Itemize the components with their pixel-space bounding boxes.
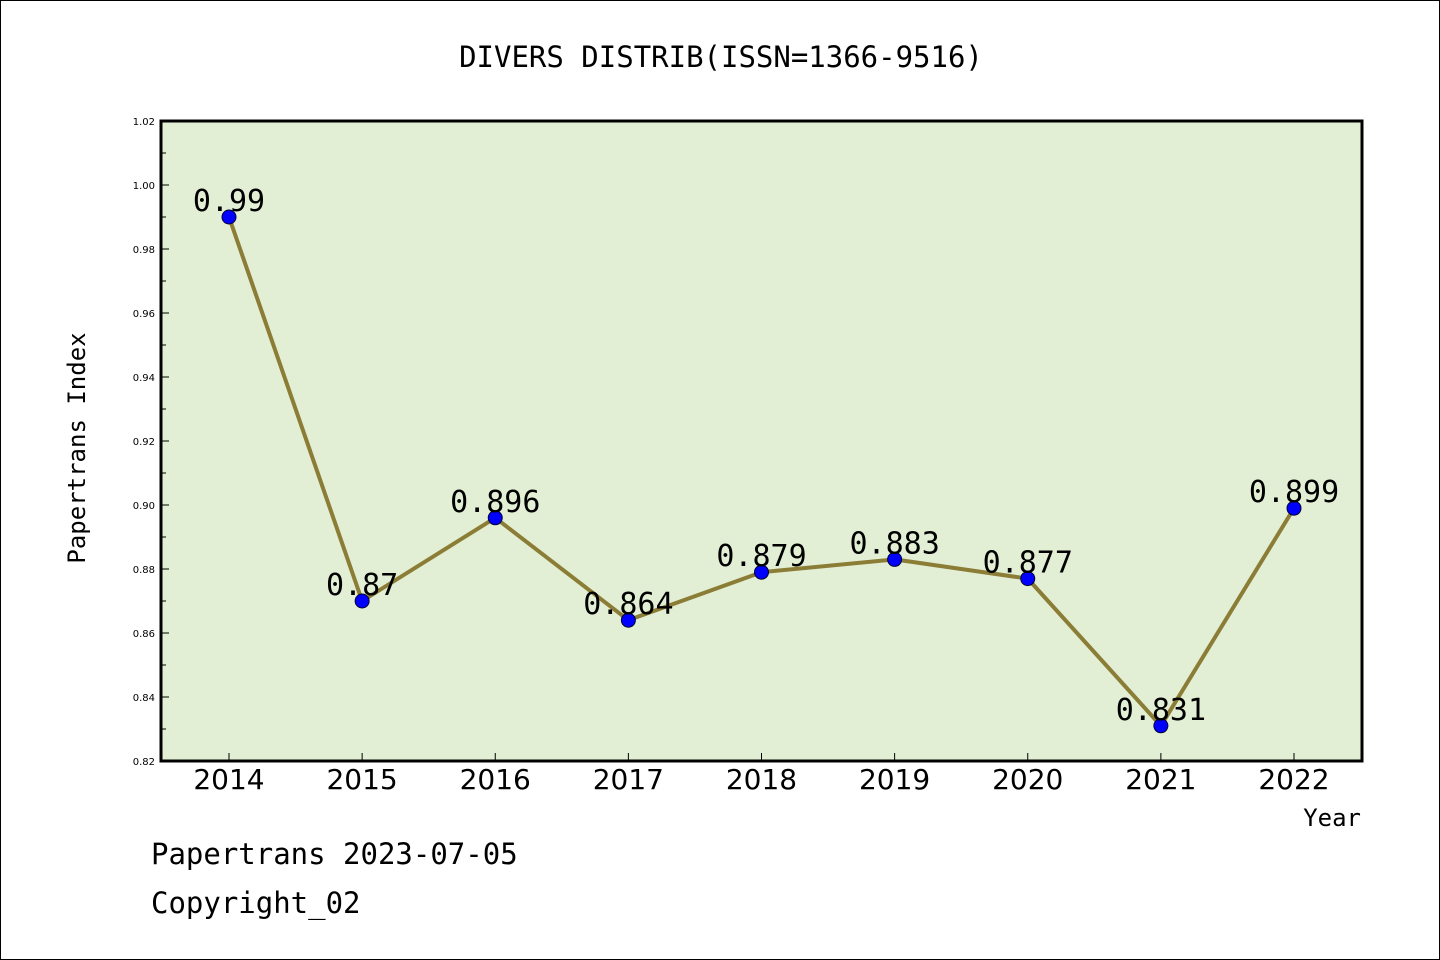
data-point xyxy=(1153,718,1169,734)
y-tick-label: 0.82 xyxy=(133,757,155,768)
footer-copyright-text: Copyright_02 xyxy=(151,886,361,920)
x-tick-label: 2015 xyxy=(326,763,397,796)
x-tick-label: 2017 xyxy=(593,763,664,796)
data-point xyxy=(620,612,636,628)
data-label: 0.896 xyxy=(450,485,540,520)
x-tick-label: 2018 xyxy=(726,763,797,796)
y-tick-label: 0.88 xyxy=(133,565,155,576)
y-tick-label: 0.98 xyxy=(133,245,155,256)
x-tick-label: 2019 xyxy=(859,763,930,796)
data-point xyxy=(354,593,370,609)
x-tick-label: 2021 xyxy=(1125,763,1196,796)
data-label: 0.899 xyxy=(1249,475,1339,510)
y-tick-label: 1.02 xyxy=(133,117,155,128)
y-tick-label: 0.86 xyxy=(133,629,155,640)
y-tick-label: 0.94 xyxy=(133,373,155,384)
footer-date-text: Papertrans 2023-07-05 xyxy=(151,837,518,871)
data-label: 0.877 xyxy=(983,546,1073,581)
plot-area xyxy=(159,119,1364,763)
x-tick-label: 2016 xyxy=(460,763,531,796)
data-point xyxy=(487,510,503,526)
data-point xyxy=(221,209,237,225)
data-point xyxy=(1020,571,1036,587)
data-point xyxy=(887,551,903,567)
y-axis: 0.82 0.84 0.86 0.88 0.90 0.92 0.94 0.96 0.98 1.00… xyxy=(133,117,169,768)
x-tick-label: 2014 xyxy=(193,763,264,796)
x-axis-label: Year xyxy=(1303,804,1361,832)
data-label: 0.883 xyxy=(849,526,939,561)
x-axis: 2014 2015 2016 2017 2018 2019 2020 2021 2022 xyxy=(193,753,1330,796)
y-tick-label: 0.96 xyxy=(133,309,155,320)
y-tick-label: 0.90 xyxy=(133,501,155,512)
data-point xyxy=(754,564,769,580)
y-tick-label: 1.00 xyxy=(133,181,155,192)
chart-title: DIVERS DISTRIB(ISSN=1366-9516) xyxy=(459,40,983,74)
data-label: 0.87 xyxy=(326,568,398,603)
data-series: 0.99 0.87 0.896 0.864 0.879 0.883 0.877 0.831 0.… xyxy=(193,184,1339,734)
x-tick-label: 2022 xyxy=(1258,763,1329,796)
y-tick-label: 0.84 xyxy=(133,693,155,704)
data-label: 0.99 xyxy=(193,184,265,219)
data-point xyxy=(1286,500,1302,516)
data-label: 0.831 xyxy=(1116,693,1206,728)
y-tick-label: 0.92 xyxy=(133,437,155,448)
x-tick-label: 2020 xyxy=(992,763,1063,796)
data-label: 0.864 xyxy=(583,587,673,622)
y-axis-label: Papertrans Index xyxy=(63,332,91,563)
data-label: 0.879 xyxy=(716,539,806,574)
